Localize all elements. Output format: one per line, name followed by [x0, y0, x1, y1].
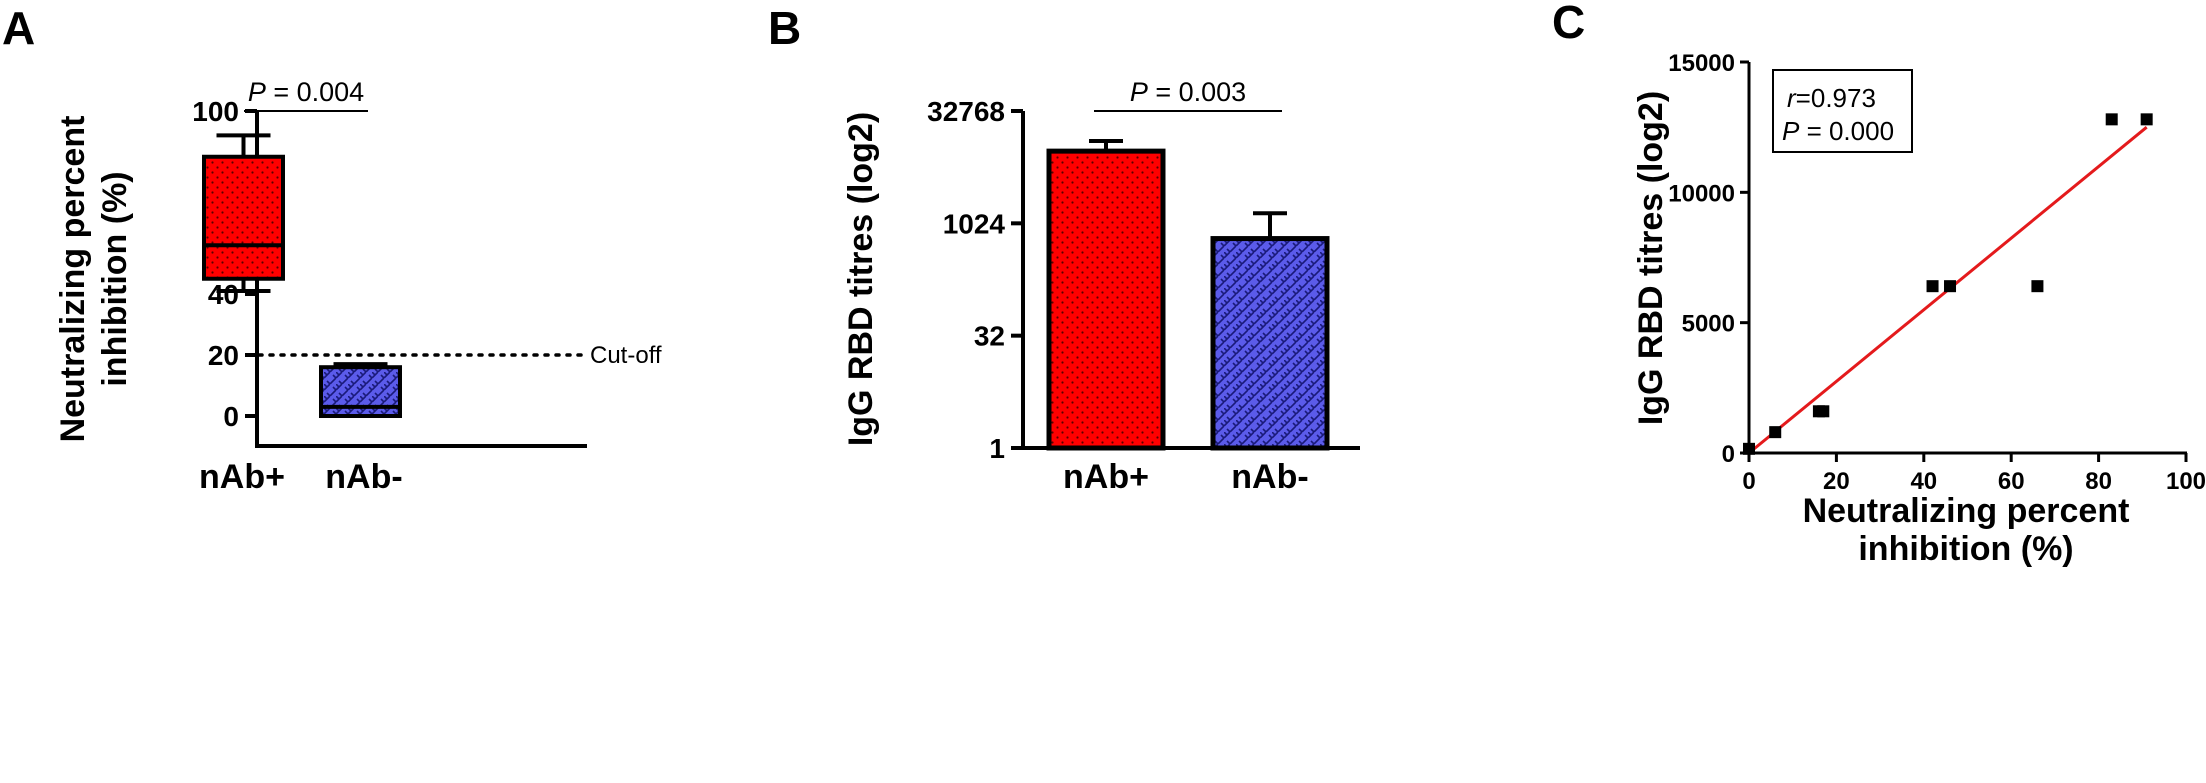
panel-c-data-point [2105, 113, 2118, 126]
panel-b-bar-nab-neg [1210, 211, 1330, 451]
panel-a-y-axis-title: Neutralizing percent inhibition (%) [54, 116, 134, 443]
panel-c-data-point [1817, 405, 1830, 418]
panel-a-y-title-line: Neutralizing percent [54, 116, 92, 443]
panel-c-stats-frame [1772, 69, 1913, 153]
panel-b-bar-nab-pos [1046, 138, 1166, 451]
panel-b-bar-rect [1210, 236, 1330, 451]
panel-c-x-tick-label: 20 [1823, 468, 1850, 495]
panel-a-y-tick-label: 20 [208, 340, 239, 371]
panel-c-data-point [1769, 426, 1782, 439]
panel-c-x-ticks: 0 20 40 60 80 100 [1742, 453, 2206, 495]
panel-a-cutoff-label: Cut-off [590, 342, 662, 369]
panel-c-y-tick-label: 15000 [1668, 50, 1735, 77]
panel-b-bars [1046, 138, 1330, 451]
panel-b-bar-rect [1046, 148, 1166, 451]
panel-a-box-rect [202, 154, 285, 281]
panel-b-y-ticks: 1 32 1024 32768 [927, 96, 1023, 464]
panel-a-y-tick-label: 100 [192, 96, 239, 127]
panel-c-scatter-plot: IgG RBD titres (log2) 0 5000 10000 15000 0 2… [1632, 50, 2206, 568]
panel-c-x-tick-label: 80 [2085, 468, 2112, 495]
panel-c-x-tick-label: 40 [1910, 468, 1937, 495]
panel-b-p-value: P = 0.003 [1094, 77, 1282, 112]
panel-c-x-tick-label: 60 [1998, 468, 2025, 495]
panel-a-boxes [202, 133, 402, 419]
panel-c-y-ticks: 0 5000 10000 15000 [1668, 50, 1749, 468]
panel-c-data-point [2031, 280, 2044, 293]
panel-c-data-point [1926, 280, 1939, 293]
panel-b-category-label: nAb+ [1063, 458, 1149, 496]
panel-c-x-tick-label: 100 [2166, 468, 2206, 495]
panel-a-category-label: nAb+ [199, 458, 285, 496]
panel-a-box-plot: Neutralizing percent inhibition (%) 0 20 40… [54, 77, 662, 496]
panel-letter-b: B [768, 2, 801, 54]
panel-a-box-nab-neg [319, 362, 402, 419]
panel-c-data-point [1743, 442, 1755, 455]
panel-b-categories: nAb+ nAb- [1063, 458, 1309, 496]
panel-c-points [1743, 113, 2153, 455]
panel-b-y-tick-label: 32 [974, 321, 1005, 352]
panel-c-x-title-line: inhibition (%) [1858, 530, 2073, 568]
panel-a-y-tick-label: 40 [208, 279, 239, 310]
panel-letter-c: C [1552, 0, 1585, 48]
panel-a-box-nab-pos [202, 133, 285, 293]
panel-a-p-value: P = 0.004 [244, 77, 368, 112]
panel-c-p-value: P = 0.000 [1782, 116, 1894, 146]
panel-a-y-title-line: inhibition (%) [96, 171, 134, 386]
panel-c-y-axis-title: IgG RBD titres (log2) [1632, 91, 1670, 425]
panel-a-category-label: nAb- [325, 458, 402, 496]
panel-c-y-tick-label: 10000 [1668, 180, 1735, 207]
panel-letter-a: A [2, 2, 35, 54]
panel-c-y-tick-label: 0 [1722, 441, 1735, 468]
panel-c-r-value: r=0.973 [1787, 83, 1876, 113]
panel-c-data-point [2140, 113, 2153, 126]
panel-a-cutoff-line: Cut-off [257, 342, 662, 369]
panel-b-y-tick-label: 32768 [927, 96, 1005, 127]
panel-b-y-tick-label: 1 [989, 433, 1005, 464]
panel-a-categories: nAb+ nAb- [199, 458, 403, 496]
panel-c-x-title-line: Neutralizing percent [1803, 492, 2130, 530]
panel-c-data-point [1944, 280, 1957, 293]
panel-a-y-tick-label: 0 [223, 401, 239, 432]
panel-b-p-value-text: P = 0.003 [1130, 77, 1246, 107]
panel-b-y-tick-label: 1024 [943, 208, 1006, 239]
panel-b-category-label: nAb- [1231, 458, 1308, 496]
panel-b-y-axis-title: IgG RBD titres (log2) [842, 112, 880, 446]
panel-a-p-value-text: P = 0.004 [248, 77, 364, 107]
panel-c-x-tick-label: 0 [1742, 468, 1755, 495]
panel-c-y-tick-label: 5000 [1682, 311, 1735, 338]
